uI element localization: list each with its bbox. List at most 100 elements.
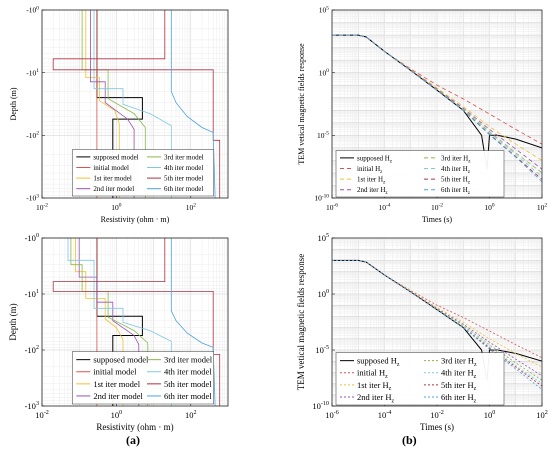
x-tick-label: 102 [186, 203, 197, 212]
x-tick-label: 10-4 [378, 410, 392, 420]
x-tick-label: 100 [111, 203, 122, 212]
y-tick-label: -100 [25, 233, 39, 243]
legend-entry: 3rd iter model [164, 355, 213, 365]
x-tick-label: 102 [185, 410, 197, 420]
legend-entry: 1st iter Hz [357, 380, 392, 392]
x-tick-label: 10-2 [36, 203, 48, 212]
y-axis-label: TEM vetical magnetic fields response [297, 43, 306, 165]
y-tick-label: 100 [317, 289, 329, 299]
y-axis-label: Depth (m) [8, 303, 18, 340]
y-tick-label: 105 [319, 5, 330, 14]
legend-entry: 3rd iter Hz [441, 154, 471, 164]
x-tick-label: 102 [536, 410, 548, 420]
y-tick-label: 10-5 [315, 345, 329, 355]
legend-entry: initial model [93, 367, 137, 377]
x-axis-label: Resistivity (ohm · m) [101, 215, 170, 224]
y-tick-label: -100 [26, 5, 39, 14]
plot-frame [41, 237, 229, 407]
series-line-6 [52, 238, 221, 406]
series-line-2 [85, 10, 120, 198]
y-axis-label: Depth (m) [9, 87, 18, 120]
series-line-3 [90, 10, 135, 198]
series-line-3 [78, 238, 140, 406]
series-group [332, 34, 542, 182]
chart-res-top: 10-2 100 102 -100 -101 -102 -103 Resistivity (o… [9, 5, 229, 224]
legend-entry: initial Hz [357, 368, 388, 380]
legend-entry: supposed Hz [357, 356, 400, 368]
y-tick-label: 10-5 [317, 131, 329, 140]
x-tick-label: 100 [484, 410, 496, 420]
chart-tem-bottom: 10-6 10-4 10-2 100 102 10-10 10-5 100 105 Times (… [296, 233, 548, 432]
x-tick-label: 10-2 [430, 410, 444, 420]
y-tick-label: 105 [317, 233, 329, 243]
legend-entry: initial Hz [357, 165, 383, 175]
legend-entry: 5th iter Hz [441, 380, 477, 392]
legend-entry: 2nd iter model [93, 391, 143, 401]
legend-entry: 2nd iter Hz [357, 186, 388, 196]
series-group [52, 238, 221, 406]
y-tick-label: 10-10 [312, 401, 329, 411]
y-tick-label: -101 [26, 68, 39, 77]
series-line-6 [52, 10, 221, 198]
series-line-7 [170, 10, 216, 198]
legend: supposed model initial model 1st iter mode… [72, 149, 214, 197]
series-line-3 [332, 259, 542, 377]
legend-box [335, 150, 505, 198]
legend-entry: 2nd iter model [93, 185, 134, 193]
x-tick-label: 100 [484, 203, 495, 212]
x-tick-label: 10-2 [35, 410, 49, 420]
legend-entry: 6th iter Hz [441, 392, 477, 404]
y-tick-label: -102 [25, 345, 39, 355]
y-tick-label: -102 [26, 131, 39, 140]
y-tick-label: -103 [25, 401, 39, 411]
legend: supposed model initial model 1st iter mode… [72, 351, 214, 405]
legend-entry: 6th iter model [164, 185, 203, 193]
series-line-7 [332, 34, 542, 182]
legend-box [72, 149, 214, 197]
legend-entry: 1st iter model [93, 175, 132, 183]
y-tick-label: -101 [25, 289, 39, 299]
panel-label-a: (a) [126, 433, 140, 447]
legend-entry: 4th iter model [164, 164, 203, 172]
panel-label-b: (b) [402, 433, 417, 447]
legend-entry: supposed model [93, 355, 149, 365]
legend-entry: 3rd iter model [164, 153, 204, 161]
y-tick-label: 10-10 [314, 193, 329, 202]
y-tick-label: -103 [26, 193, 39, 202]
x-axis-label: Resistivity (ohm · m) [96, 422, 173, 432]
legend-entry: 5th iter model [164, 175, 203, 183]
x-axis-label: Times (s) [420, 422, 454, 432]
legend-entry: 1st iter model [93, 379, 140, 389]
legend-box [335, 352, 505, 406]
legend-box [72, 351, 214, 405]
x-tick-label: 10-4 [379, 203, 391, 212]
chart-tem-top: 10-6 10-4 10-2 100 102 10-10 10-5 100 105 Times (… [297, 5, 547, 224]
x-axis-label: Times (s) [422, 215, 452, 224]
y-axis-label: TEM vetical magnetic fields response [296, 254, 306, 390]
legend-entry: 6th iter model [164, 391, 212, 401]
legend-entry: 3rd iter Hz [441, 356, 477, 368]
x-tick-label: 10-2 [431, 203, 443, 212]
legend-entry: 4th iter Hz [441, 368, 477, 380]
legend-entry: supposed model [93, 153, 138, 161]
legend-entry: 1st iter Hz [357, 176, 386, 186]
legend-entry: 6th iter Hz [441, 186, 471, 196]
legend-entry: supposed Hz [357, 154, 393, 164]
y-tick-label: 100 [319, 68, 330, 77]
plot-frame [41, 9, 229, 199]
series-line-5 [93, 10, 172, 198]
series-line-7 [170, 238, 216, 406]
legend-entry: initial model [93, 164, 129, 172]
x-tick-label: 10-6 [325, 410, 339, 420]
legend-entry: 5th iter model [164, 379, 212, 389]
x-tick-label: 10-6 [326, 203, 338, 212]
legend-entry: 5th iter Hz [441, 176, 471, 186]
chart-res-bottom: 10-2 100 102 -100 -101 -102 -103 Resistivity (o… [8, 233, 229, 432]
x-tick-label: 102 [537, 203, 548, 212]
legend-entry: 4th iter model [164, 367, 212, 377]
legend-entry: 2nd iter Hz [357, 392, 394, 404]
legend-entry: 4th iter Hz [441, 165, 471, 175]
